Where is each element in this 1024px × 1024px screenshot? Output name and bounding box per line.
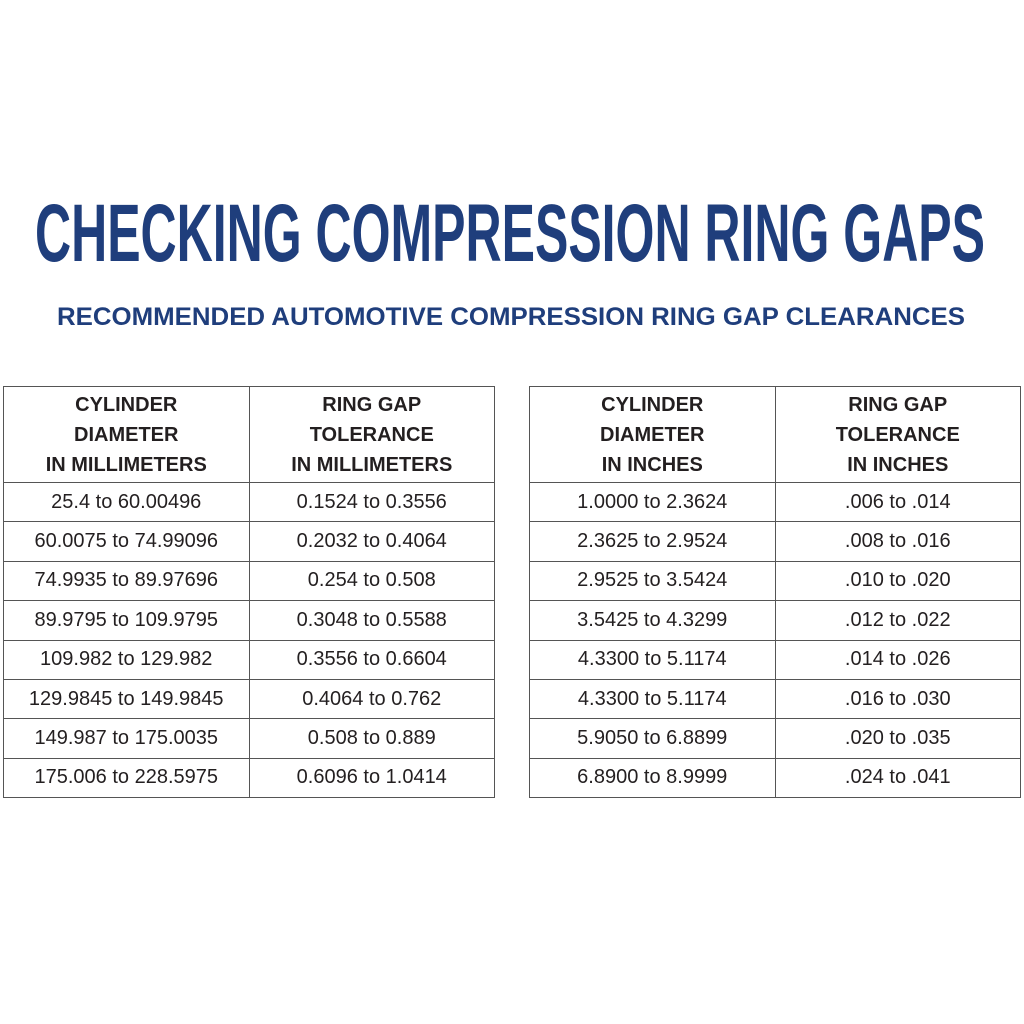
table-row: 4.3300 to 5.1174.016 to .030 bbox=[529, 678, 1021, 720]
table-row: 149.987 to 175.0035 0.508 to 0.889 bbox=[3, 718, 495, 759]
cylinder-diameter-cell: 6.8900 to 8.9999 bbox=[529, 757, 776, 799]
table-row: 6.8900 to 8.9999.024 to .041 bbox=[529, 757, 1021, 799]
cylinder-diameter-header: CYLINDER DIAMETER IN INCHES bbox=[529, 386, 776, 483]
header-line: DIAMETER bbox=[74, 423, 179, 446]
cylinder-diameter-cell: 129.9845 to 149.9845 bbox=[3, 678, 250, 720]
cylinder-diameter-cell: 5.9050 to 6.8899 bbox=[529, 718, 776, 759]
cylinder-diameter-cell: 4.3300 to 5.1174 bbox=[529, 639, 776, 680]
table-row: 109.982 to 129.982 0.3556 to 0.6604 bbox=[3, 639, 495, 680]
cylinder-diameter-cell: 149.987 to 175.0035 bbox=[3, 718, 250, 759]
table-row: 5.9050 to 6.8899.020 to .035 bbox=[529, 718, 1021, 759]
ring-gap-tolerance-cell: 0.4064 to 0.762 bbox=[248, 678, 495, 720]
ring-gap-tolerance-cell: 0.508 to 0.889 bbox=[248, 718, 495, 759]
ring-gap-tolerance-cell: .020 to .035 bbox=[774, 718, 1021, 759]
table-row: 25.4 to 60.00496 0.1524 to 0.3556 bbox=[3, 481, 495, 523]
header-line: IN INCHES bbox=[601, 453, 703, 476]
ring-gap-tolerance-cell: .012 to .022 bbox=[774, 600, 1021, 641]
page-subtitle: RECOMMENDED AUTOMOTIVE COMPRESSION RING … bbox=[57, 303, 965, 331]
inch-ring-gap-table: CYLINDER DIAMETER IN INCHES RING GAP TOLERAN… bbox=[529, 386, 1021, 799]
metric-ring-gap-table: CYLINDER DIAMETER IN MILLIMETERS RING GAP TO… bbox=[3, 386, 495, 799]
ring-gap-tolerance-cell: .010 to .020 bbox=[774, 560, 1021, 602]
table-row: 129.9845 to 149.9845 0.4064 to 0.762 bbox=[3, 678, 495, 720]
header-line: DIAMETER bbox=[600, 423, 705, 446]
table-row: 175.006 to 228.5975 0.6096 to 1.0414 bbox=[3, 757, 495, 799]
ring-gap-tolerance-cell: .014 to .026 bbox=[774, 639, 1021, 680]
ring-gap-tolerance-header: RING GAP TOLERANCE IN INCHES bbox=[774, 386, 1021, 483]
header-line: RING GAP bbox=[848, 393, 948, 416]
table-row: 3.5425 to 4.3299.012 to .022 bbox=[529, 600, 1021, 641]
cylinder-diameter-cell: 60.0075 to 74.99096 bbox=[3, 521, 250, 562]
cylinder-diameter-header: CYLINDER DIAMETER IN MILLIMETERS bbox=[3, 386, 250, 483]
header-line: TOLERANCE bbox=[835, 423, 960, 446]
ring-gap-tolerance-cell: 0.6096 to 1.0414 bbox=[248, 757, 495, 799]
page-title: CHECKING COMPRESSION RING GAPS bbox=[35, 188, 985, 279]
header-row: CYLINDER DIAMETER IN MILLIMETERS RING GAP TO… bbox=[3, 386, 495, 483]
ring-gap-tolerance-cell: .008 to .016 bbox=[774, 521, 1021, 562]
table-row: 4.3300 to 5.1174.014 to .026 bbox=[529, 639, 1021, 680]
cylinder-diameter-cell: 2.9525 to 3.5424 bbox=[529, 560, 776, 602]
cylinder-diameter-cell: 4.3300 to 5.1174 bbox=[529, 678, 776, 720]
cylinder-diameter-cell: 109.982 to 129.982 bbox=[3, 639, 250, 680]
cylinder-diameter-cell: 1.0000 to 2.3624 bbox=[529, 481, 776, 523]
header-line: IN MILLIMETERS bbox=[45, 453, 207, 476]
table-row: 74.9935 to 89.97696 0.254 to 0.508 bbox=[3, 560, 495, 602]
header-line: CYLINDER bbox=[601, 393, 704, 416]
table-row: 60.0075 to 74.99096 0.2032 to 0.4064 bbox=[3, 521, 495, 562]
ring-gap-tolerance-header: RING GAP TOLERANCE IN MILLIMETERS bbox=[248, 386, 495, 483]
table-row: 2.3625 to 2.9524.008 to .016 bbox=[529, 521, 1021, 562]
ring-gap-tolerance-cell: .024 to .041 bbox=[774, 757, 1021, 799]
header-line: RING GAP bbox=[322, 393, 422, 416]
header-line: IN INCHES bbox=[847, 453, 949, 476]
cylinder-diameter-cell: 175.006 to 228.5975 bbox=[3, 757, 250, 799]
ring-gap-tolerance-cell: 0.1524 to 0.3556 bbox=[248, 481, 495, 523]
header-row: CYLINDER DIAMETER IN INCHES RING GAP TOLERAN… bbox=[529, 386, 1021, 483]
ring-gap-tolerance-cell: 0.2032 to 0.4064 bbox=[248, 521, 495, 562]
table-row: 2.9525 to 3.5424.010 to .020 bbox=[529, 560, 1021, 602]
header-line: IN MILLIMETERS bbox=[291, 453, 453, 476]
ring-gap-tolerance-cell: 0.3556 to 0.6604 bbox=[248, 639, 495, 680]
cylinder-diameter-cell: 25.4 to 60.00496 bbox=[3, 481, 250, 523]
cylinder-diameter-cell: 3.5425 to 4.3299 bbox=[529, 600, 776, 641]
ring-gap-tolerance-cell: 0.254 to 0.508 bbox=[248, 560, 495, 602]
cylinder-diameter-cell: 74.9935 to 89.97696 bbox=[3, 560, 250, 602]
table-row: 89.9795 to 109.9795 0.3048 to 0.5588 bbox=[3, 600, 495, 641]
header-line: CYLINDER bbox=[75, 393, 178, 416]
ring-gap-tolerance-cell: .006 to .014 bbox=[774, 481, 1021, 523]
header-line: TOLERANCE bbox=[309, 423, 434, 446]
ring-gap-tolerance-cell: 0.3048 to 0.5588 bbox=[248, 600, 495, 641]
cylinder-diameter-cell: 2.3625 to 2.9524 bbox=[529, 521, 776, 562]
cylinder-diameter-cell: 89.9795 to 109.9795 bbox=[3, 600, 250, 641]
ring-gap-tolerance-cell: .016 to .030 bbox=[774, 678, 1021, 720]
table-row: 1.0000 to 2.3624.006 to .014 bbox=[529, 481, 1021, 523]
